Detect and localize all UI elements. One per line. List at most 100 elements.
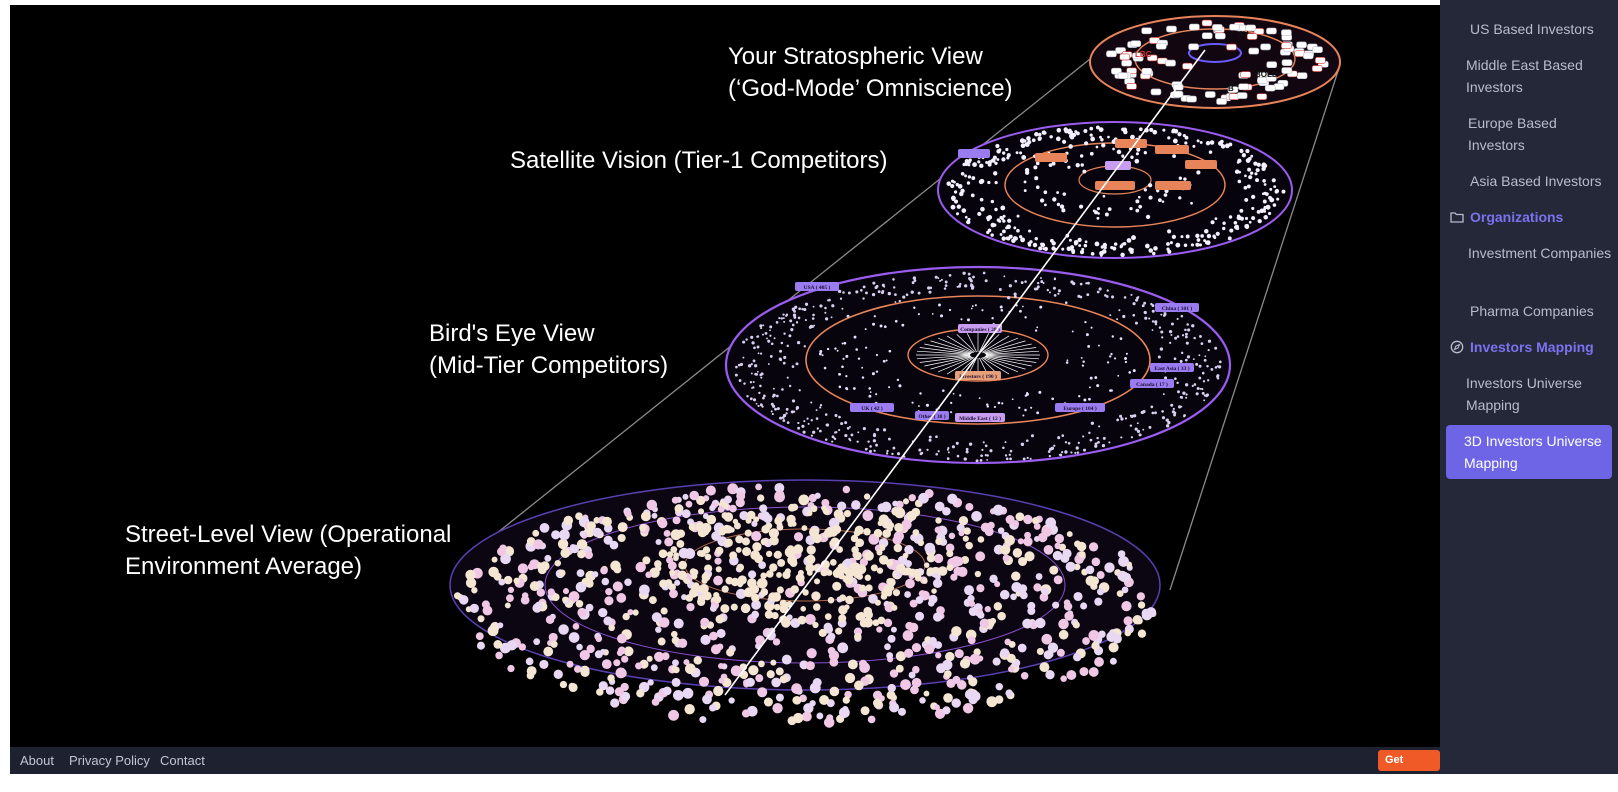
street-node (714, 557, 722, 565)
street-node (598, 681, 608, 691)
satellite-node (1019, 151, 1023, 155)
street-node (905, 578, 915, 589)
footer-link-about[interactable]: About (20, 753, 54, 768)
satellite-node (1190, 201, 1193, 205)
birds-eye-node (803, 307, 807, 312)
street-node (812, 678, 822, 687)
birds-eye-node (846, 314, 850, 318)
birds-eye-node (1036, 411, 1040, 415)
satellite-node (1128, 247, 1133, 252)
birds-eye-spoke (985, 350, 1040, 355)
sidebar-item-middle-east-based-investors[interactable]: Middle East Based Investors (1446, 54, 1612, 98)
birds-eye-node (758, 391, 761, 395)
street-node (730, 603, 738, 611)
street-node (1085, 565, 1095, 575)
birds-eye-node (759, 403, 763, 406)
street-node (718, 663, 724, 669)
street-node (964, 585, 975, 596)
satellite-node (967, 217, 971, 221)
street-node (1019, 588, 1026, 596)
street-node (672, 516, 681, 525)
birds-eye-node (1165, 418, 1169, 422)
satellite-node (1205, 240, 1211, 246)
street-node (748, 570, 757, 579)
street-node (862, 617, 873, 628)
sidebar-item-pharma-companies[interactable]: Pharma Companies (1446, 300, 1612, 322)
street-node (805, 661, 815, 671)
street-node (507, 664, 515, 673)
birds-eye-node (810, 419, 813, 422)
satellite-node (1089, 151, 1094, 156)
birds-eye-node (1124, 360, 1128, 364)
birds-eye-node (780, 341, 784, 345)
street-node (979, 618, 990, 628)
birds-eye-spoke (916, 350, 971, 355)
sidebar-item-asia-based-investors[interactable]: Asia Based Investors (1446, 170, 1612, 192)
company-logo-node (1296, 72, 1308, 79)
birds-eye-node (894, 319, 898, 323)
satellite-node (961, 208, 967, 213)
street-node (670, 529, 682, 541)
street-node (682, 687, 694, 699)
satellite-node (1056, 127, 1062, 133)
satellite-node (1239, 208, 1244, 213)
birds-eye-node (762, 324, 765, 327)
birds-eye-node (940, 278, 943, 281)
street-node (729, 551, 738, 560)
street-node (640, 511, 651, 522)
birds-eye-node (791, 323, 795, 327)
birds-eye-node (1119, 414, 1123, 418)
street-node (784, 620, 791, 626)
get-access-button[interactable]: Get Access (1378, 750, 1440, 787)
birds-eye-spoke (930, 340, 972, 354)
street-node (584, 550, 593, 560)
cluster-tag (1105, 161, 1131, 170)
street-node (1054, 533, 1065, 544)
satellite-node (1112, 246, 1117, 251)
investor-universe-3d-map[interactable]: USA ( 405 )China ( 101 )Companies ( 28 )… (10, 5, 1440, 747)
sidebar-item-3d-investors-universe-mapping[interactable]: 3D Investors Universe Mapping (1446, 425, 1612, 479)
street-node (596, 688, 604, 696)
cluster-tag-bg (915, 411, 949, 420)
visualization-canvas[interactable]: USA ( 405 ) China ( 101 ) Companies ( 28 )… (10, 5, 1440, 747)
satellite-node (992, 223, 997, 227)
birds-eye-node (1085, 282, 1088, 285)
footer-link-privacy-policy[interactable]: Privacy Policy (69, 753, 150, 768)
birds-eye-node (1214, 346, 1218, 350)
satellite-node (979, 197, 984, 202)
sidebar-item-investors-universe-mapping[interactable]: Investors Universe Mapping (1446, 372, 1612, 416)
sidebar-section-organizations[interactable]: Organizations (1450, 206, 1616, 228)
street-node (758, 660, 765, 668)
street-node (673, 555, 679, 562)
sidebar-item-us-based-investors[interactable]: US Based Investors (1446, 18, 1612, 40)
street-node (1088, 667, 1099, 677)
satellite-node (1002, 214, 1006, 218)
street-node (1082, 637, 1090, 645)
sidebar-item-europe-based-investors[interactable]: Europe Based Investors (1446, 112, 1612, 156)
satellite-node (1079, 154, 1084, 158)
birds-eye-node (776, 407, 780, 411)
satellite-node (990, 159, 993, 163)
sidebar-item-investment-companies[interactable]: Investment Companies (1446, 242, 1612, 264)
satellite-node (955, 182, 960, 187)
sidebar-section-investors-mapping[interactable]: Investors Mapping (1450, 336, 1616, 358)
street-node (854, 632, 862, 641)
street-node (769, 563, 778, 572)
birds-eye-node (910, 290, 914, 294)
birds-eye-node (967, 272, 971, 276)
birds-eye-node (1218, 360, 1222, 364)
satellite-node (1079, 249, 1085, 255)
cluster-tag-bg (958, 324, 1002, 333)
street-node (536, 588, 546, 597)
street-node (713, 591, 720, 599)
birds-eye-node (1018, 406, 1021, 409)
birds-eye-node (766, 337, 768, 340)
satellite-node (1245, 158, 1251, 163)
street-node (1010, 593, 1017, 601)
company-logo-node (1126, 83, 1137, 90)
satellite-node (1148, 248, 1154, 253)
satellite-node (1112, 147, 1115, 151)
cluster-tag-bg (1115, 139, 1147, 148)
footer-link-contact[interactable]: Contact (160, 753, 205, 768)
birds-eye-node (892, 278, 895, 281)
